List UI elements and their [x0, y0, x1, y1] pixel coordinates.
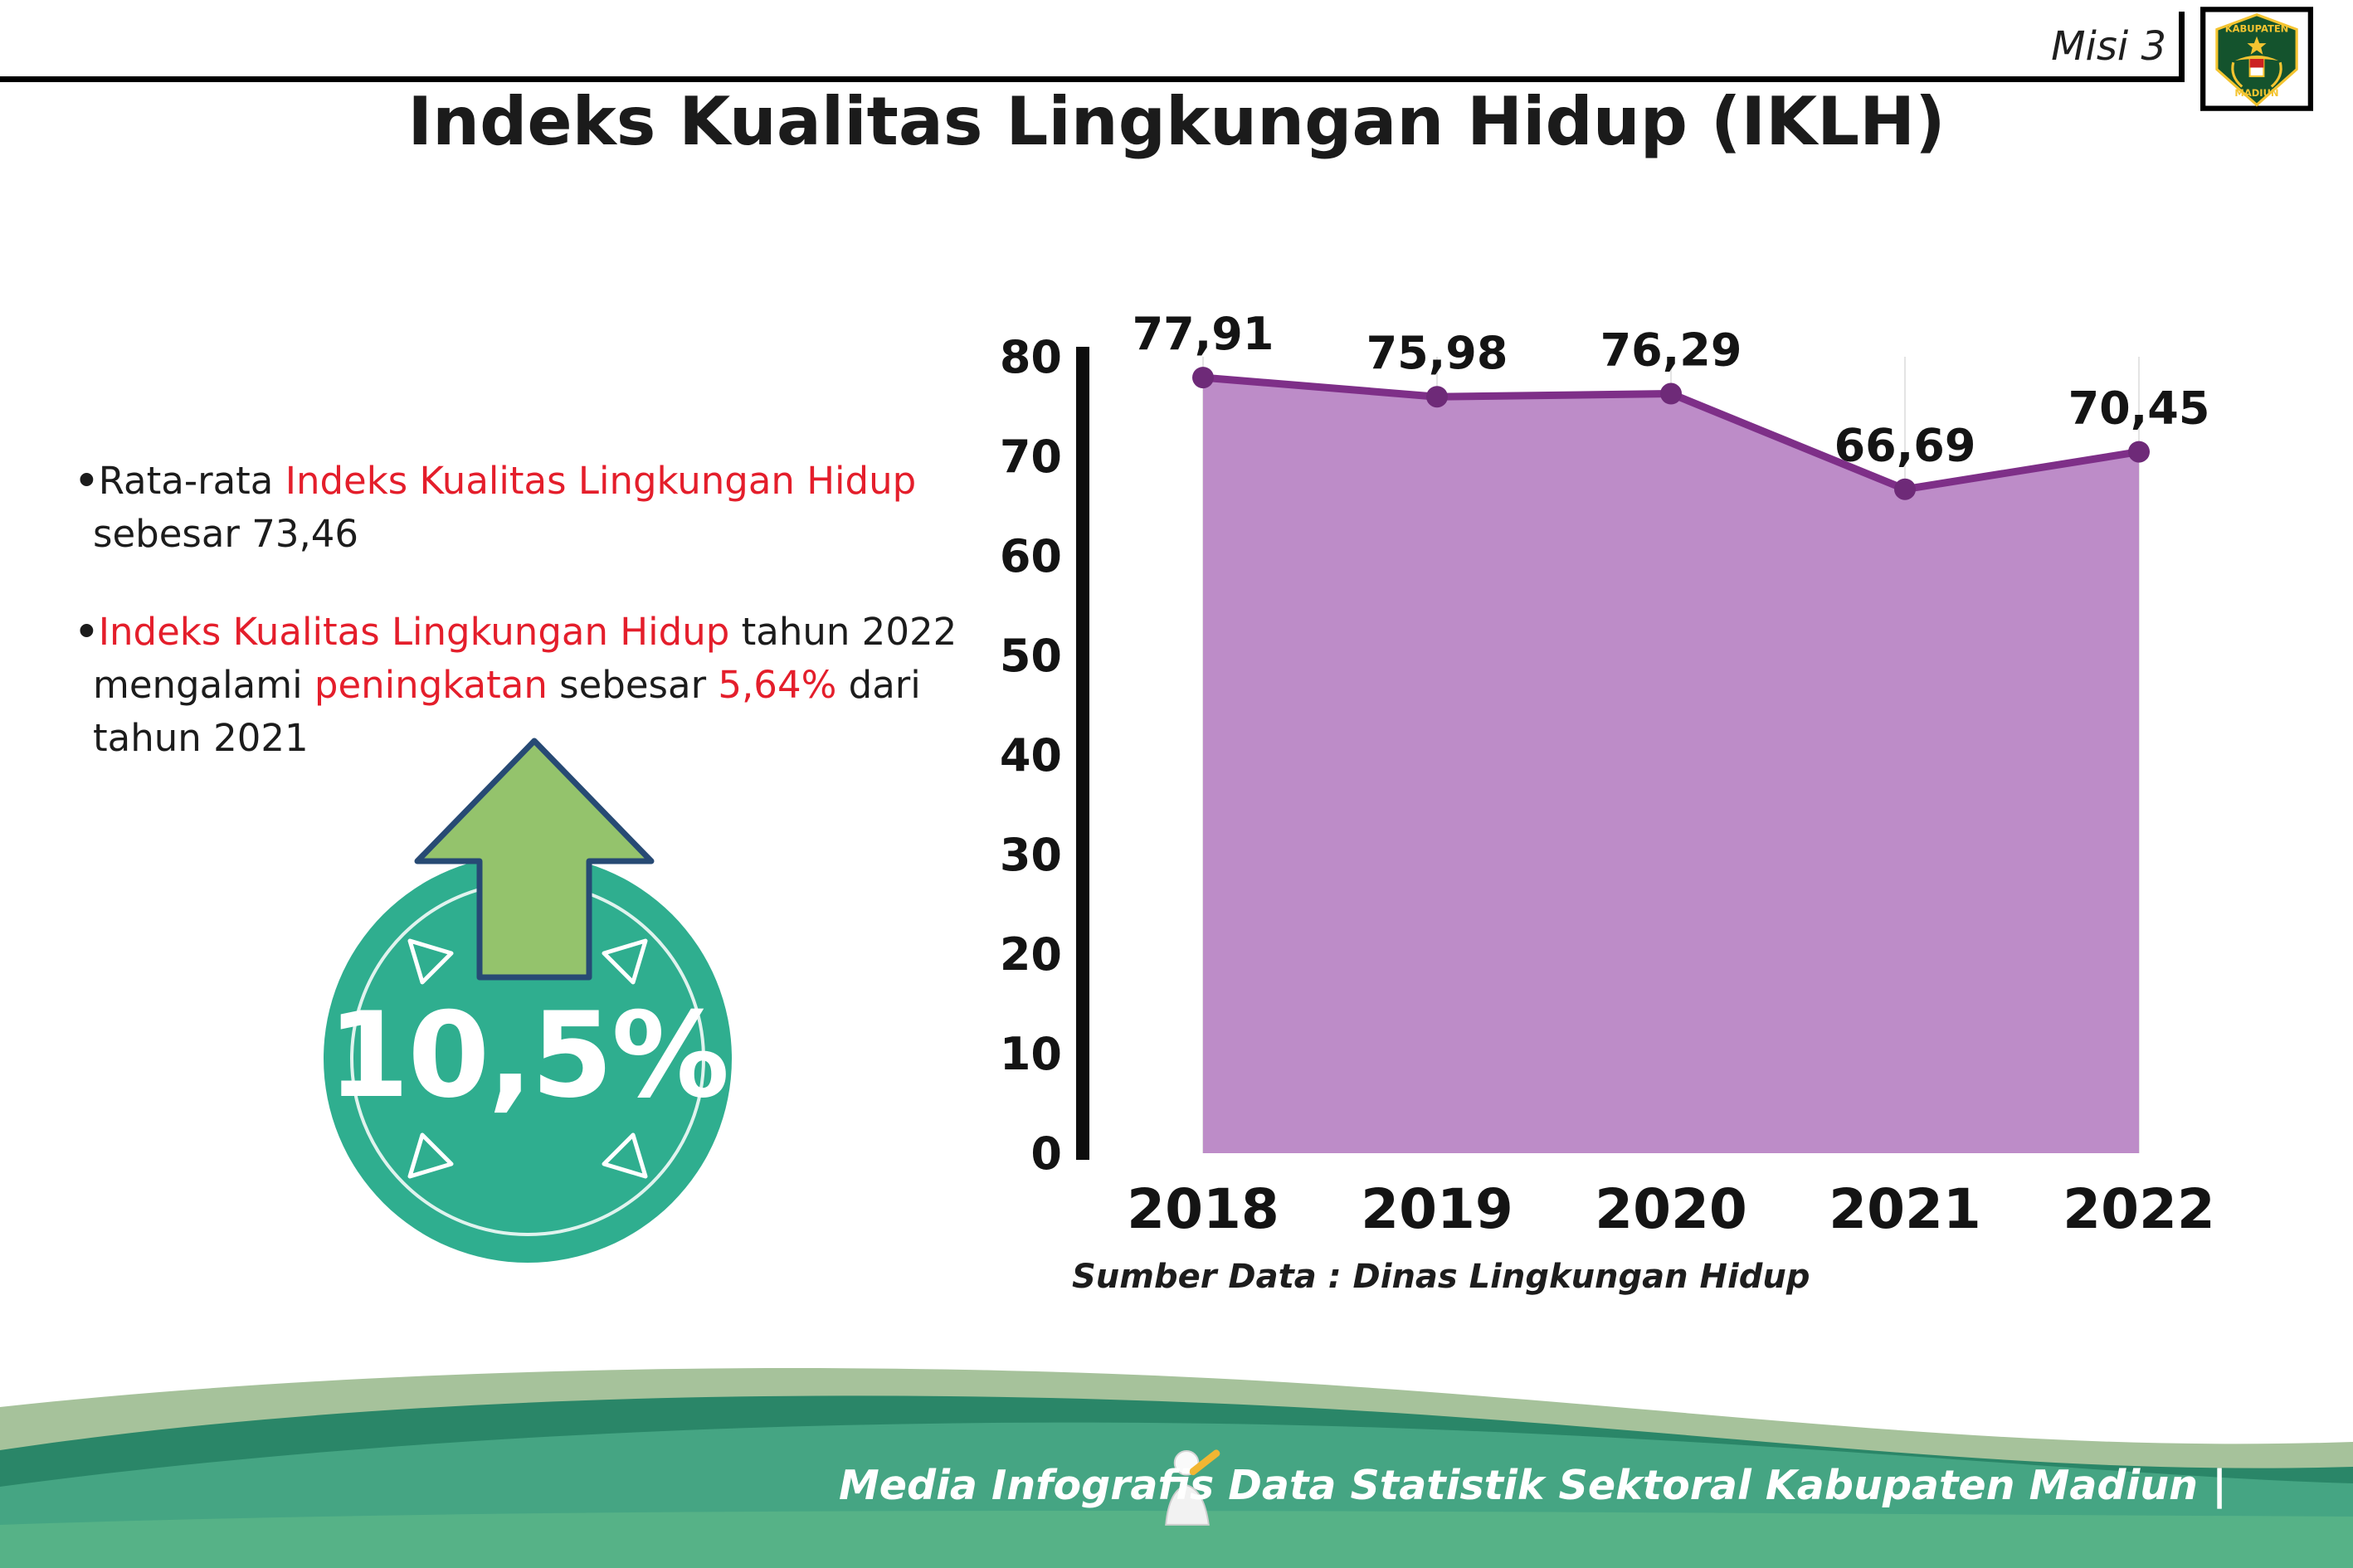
data-source-note: Sumber Data : Dinas Lingkungan Hidup	[1072, 1258, 1810, 1296]
bullet-marker: •	[75, 459, 99, 503]
bullet-text-segment: Indeks Kualitas Lingkungan Hidup	[285, 459, 917, 503]
circle-tick-icon	[407, 938, 454, 985]
bullet-text-segment: 5,64%	[718, 662, 837, 707]
bullet-item: •Indeks Kualitas Lingkungan Hidup tahun …	[71, 606, 976, 765]
kabupaten-madiun-crest: KABUPATEN MADIUN	[2200, 7, 2313, 111]
mascot-icon	[1165, 1449, 1220, 1526]
x-axis-label: 2019	[1361, 1177, 1513, 1241]
logo-bottom-text: MADIUN	[2234, 87, 2278, 99]
data-point	[1426, 386, 1448, 408]
circle-tick-icon	[407, 1132, 454, 1179]
key-points: •Rata-rata Indeks Kualitas Lingkungan Hi…	[71, 455, 976, 764]
bullet-text-segment: sebesar 73,46	[93, 511, 359, 556]
y-tick-label: 50	[1000, 630, 1062, 682]
footer-credit: Media Infografis Data Statistik Sektoral…	[839, 1462, 2227, 1509]
value-label: 66,69	[1834, 420, 1976, 472]
bullet-text-segment: dari tahun 2021	[93, 662, 921, 760]
circle-tick-icon	[602, 938, 648, 985]
value-label: 76,29	[1600, 324, 1742, 377]
x-axis-label: 2021	[1829, 1177, 1981, 1241]
page-title: Indeks Kualitas Lingkungan Hidup (IKLH)	[407, 83, 1946, 160]
up-arrow-icon	[414, 738, 655, 981]
header-divider	[0, 76, 2182, 82]
bullet-text-segment: peningkatan	[314, 662, 548, 707]
value-label: 77,91	[1133, 308, 1274, 360]
bullet-text-segment: tahun 2022 mengalami	[93, 609, 957, 707]
y-tick-label: 80	[1000, 331, 1062, 383]
y-tick-label: 70	[1000, 431, 1062, 483]
x-axis-label: 2022	[2063, 1177, 2215, 1241]
bullet-text-segment: Rata-rata	[98, 459, 285, 503]
x-axis-label: 2020	[1595, 1177, 1747, 1241]
y-tick-label: 20	[1000, 928, 1062, 981]
y-tick-label: 40	[1000, 729, 1062, 782]
data-point	[1894, 478, 1916, 500]
y-tick-label: 30	[1000, 829, 1062, 881]
data-point	[1192, 367, 1214, 389]
data-point	[1660, 382, 1682, 405]
bullet-text-segment: sebesar	[547, 662, 719, 707]
value-label: 75,98	[1366, 327, 1508, 379]
mission-label: Misi 3	[2051, 23, 2166, 70]
y-tick-label: 60	[1000, 530, 1062, 582]
bullet-item: •Rata-rata Indeks Kualitas Lingkungan Hi…	[71, 455, 976, 561]
circle-tick-icon	[602, 1132, 648, 1179]
increase-percentage: 10,5%	[327, 987, 730, 1124]
header-divider-corner	[2179, 12, 2185, 82]
y-tick-label: 10	[1000, 1028, 1062, 1080]
y-tick-label: 0	[1030, 1127, 1062, 1180]
iklh-area-chart: 0 10 20 30 40 50 60 70 80 77,91 75,98 76,29 66,69 70,…	[1000, 308, 2215, 1241]
chart-area	[1203, 377, 2139, 1153]
bullet-text-segment: Indeks Kualitas Lingkungan Hidup	[98, 609, 730, 654]
logo-top-text: KABUPATEN	[2225, 23, 2289, 35]
data-point	[2128, 441, 2150, 463]
x-axis-label: 2018	[1127, 1177, 1279, 1241]
kabupaten-madiun-logo: KABUPATEN MADIUN	[2200, 7, 2313, 111]
logo-star-icon	[2247, 36, 2267, 55]
value-label: 70,45	[2068, 382, 2210, 435]
bullet-marker: •	[75, 609, 99, 654]
